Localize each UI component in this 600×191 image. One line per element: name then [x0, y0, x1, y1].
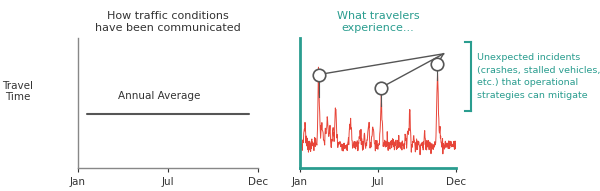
Text: Unexpected incidents
(crashes, stalled vehicles,
etc.) that operational
strategi: Unexpected incidents (crashes, stalled v… [477, 53, 600, 100]
Text: Travel
Time: Travel Time [2, 81, 34, 103]
Title: How traffic conditions
have been communicated: How traffic conditions have been communi… [95, 11, 241, 33]
Text: Annual Average: Annual Average [118, 91, 200, 100]
Title: What travelers
experience...: What travelers experience... [337, 11, 419, 33]
